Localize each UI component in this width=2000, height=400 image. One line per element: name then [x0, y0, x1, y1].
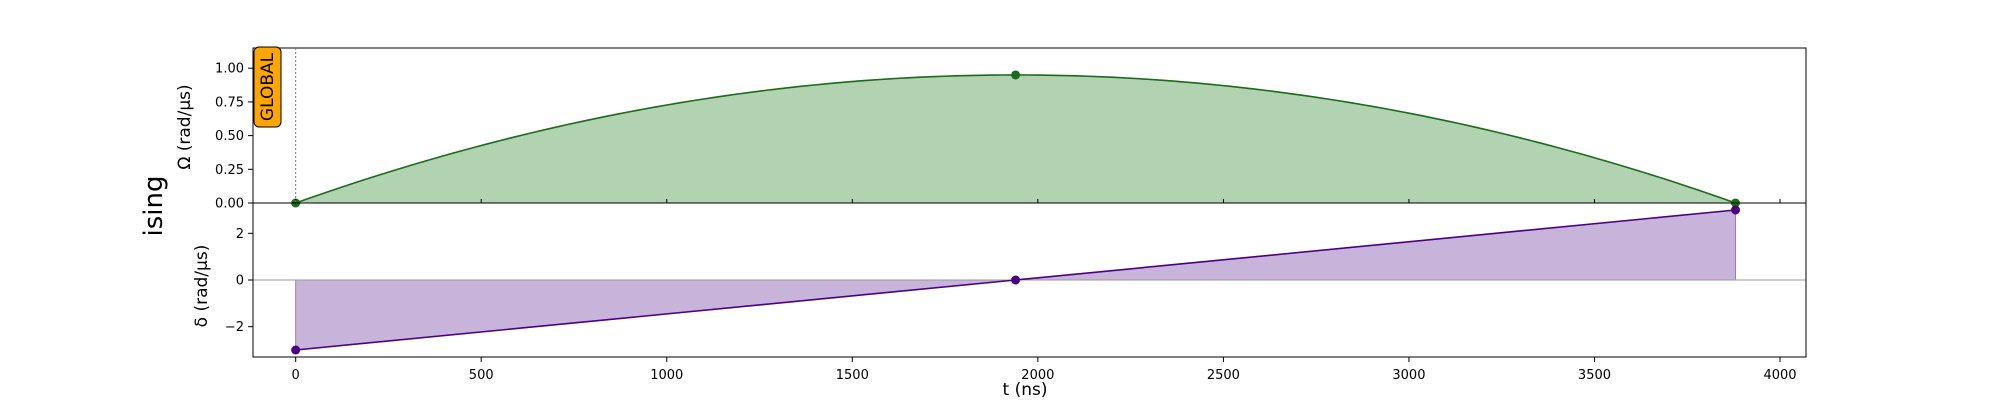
amplitude-y-tick-label-0: 0.00 [215, 197, 244, 212]
x-tick-label-5: 2500 [1207, 368, 1240, 383]
x-tick-label-3: 1500 [836, 368, 869, 383]
x-tick-label-0: 0 [292, 368, 300, 383]
detuning-frame [252, 202, 1807, 358]
x-tick-label-4: 2000 [1021, 368, 1054, 383]
global-badge: GLOBAL [253, 46, 282, 128]
x-tick-label-6: 3000 [1392, 368, 1425, 383]
amplitude-y-axis-label: Ω (rad/µs) [175, 84, 195, 169]
x-tick-label-1: 500 [469, 368, 494, 383]
detuning-y-tick-label-1: 0 [236, 274, 244, 289]
detuning-panel: −2 0 2 [225, 202, 1807, 358]
detuning-y-tick-label-0: −2 [225, 320, 244, 335]
detuning-y-tick-label-2: 2 [236, 227, 244, 242]
global-badge-label: GLOBAL [258, 52, 278, 121]
amplitude-y-tick-label-4: 1.00 [215, 62, 244, 77]
amplitude-y-tick-label-1: 0.25 [215, 163, 244, 178]
detuning-point-1 [1011, 275, 1021, 285]
amplitude-y-tick-label-2: 0.50 [215, 129, 244, 144]
detuning-point-2 [1730, 205, 1740, 215]
amplitude-y-tick-label-3: 0.75 [215, 95, 244, 110]
global-badge-box [253, 46, 282, 128]
figure-label: ising [139, 176, 169, 237]
amplitude-panel: 0.00 0.25 0.50 0.75 1.00 [215, 47, 1807, 212]
x-tick-label-2: 1000 [650, 368, 683, 383]
amplitude-area [295, 74, 1736, 204]
x-axis: 0 500 1000 1500 2000 2500 3000 3500 4000 [292, 199, 1797, 383]
plot-layer: 0.00 0.25 0.50 0.75 1.00 −2 0 2 0 500 1000 1500 2000… [215, 46, 1807, 383]
detuning-point-0 [291, 345, 301, 355]
x-axis-label: t (ns) [1003, 380, 1048, 400]
x-tick-label-8: 4000 [1763, 368, 1796, 383]
x-tick-label-7: 3500 [1578, 368, 1611, 383]
detuning-y-axis-label: δ (rad/µs) [192, 245, 212, 328]
amplitude-point-1 [1011, 70, 1021, 80]
